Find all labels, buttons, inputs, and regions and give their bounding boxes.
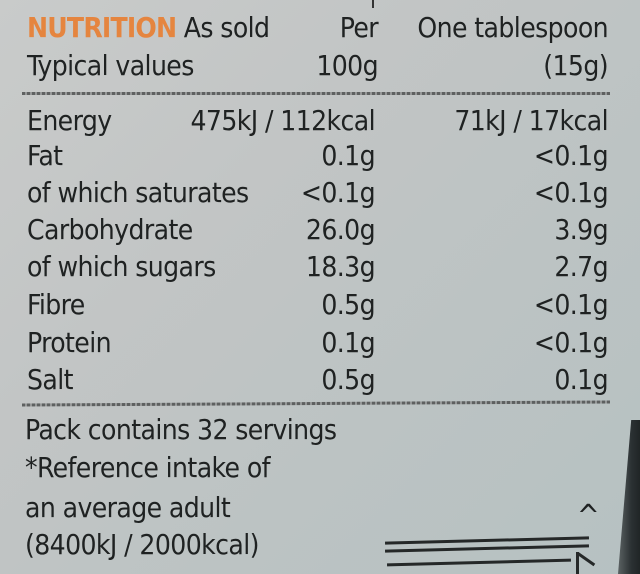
top-tick-mark <box>372 0 374 8</box>
row-salt-name: Salt <box>27 363 74 396</box>
row-carbohydrate-serving: 3.9g <box>554 213 608 246</box>
row-carbohydrate-per100: 26.0g <box>305 213 376 246</box>
caret-symbol-icon: ^ <box>577 499 600 534</box>
row-salt-per100: 0.5g <box>321 363 375 396</box>
row-protein-serving: <0.1g <box>533 326 609 359</box>
row-carbohydrate-name: Carbohydrate <box>27 213 193 246</box>
row-fat-per100: 0.1g <box>321 139 375 172</box>
title-as-sold: As sold <box>183 11 270 44</box>
row-fat-serving: <0.1g <box>533 139 609 172</box>
row-fibre-per100: 0.5g <box>321 288 375 321</box>
footer-divider <box>21 400 611 407</box>
row-fibre-serving: <0.1g <box>533 288 609 321</box>
typical-values-label: Typical values <box>27 49 194 82</box>
header-divider <box>22 92 610 95</box>
col-header-100g: 100g <box>316 49 378 82</box>
label-title: NUTRITION As sold <box>27 11 270 45</box>
row-saturates-serving: <0.1g <box>533 176 609 209</box>
row-energy-name: Energy <box>27 104 112 137</box>
row-saturates-name: of which saturates <box>27 176 249 209</box>
row-sugars-per100: 18.3g <box>305 250 376 283</box>
reference-intake-line3: (8400kJ / 2000kcal) <box>25 528 259 561</box>
row-protein-name: Protein <box>27 326 112 359</box>
row-sugars-serving: 2.7g <box>554 250 608 283</box>
row-protein-per100: 0.1g <box>321 326 375 359</box>
row-fat-name: Fat <box>27 139 63 172</box>
row-saturates-per100: <0.1g <box>300 176 376 209</box>
row-fibre-name: Fibre <box>27 288 85 321</box>
row-energy-serving: 71kJ / 17kcal <box>454 104 608 137</box>
servings-text: Pack contains 32 servings <box>25 413 337 446</box>
title-nutrition: NUTRITION <box>27 11 177 44</box>
reference-intake-line2: an average adult <box>25 491 231 524</box>
col-header-per: Per <box>339 11 379 44</box>
col-header-one-tablespoon: One tablespoon <box>417 11 608 44</box>
reference-intake-line1: *Reference intake of <box>25 451 271 484</box>
row-salt-serving: 0.1g <box>554 363 608 396</box>
col-header-15g: (15g) <box>543 49 608 82</box>
row-sugars-name: of which sugars <box>27 250 216 283</box>
package-edge-shadow <box>618 420 640 574</box>
row-energy-per100: 475kJ / 112kcal <box>190 104 375 137</box>
